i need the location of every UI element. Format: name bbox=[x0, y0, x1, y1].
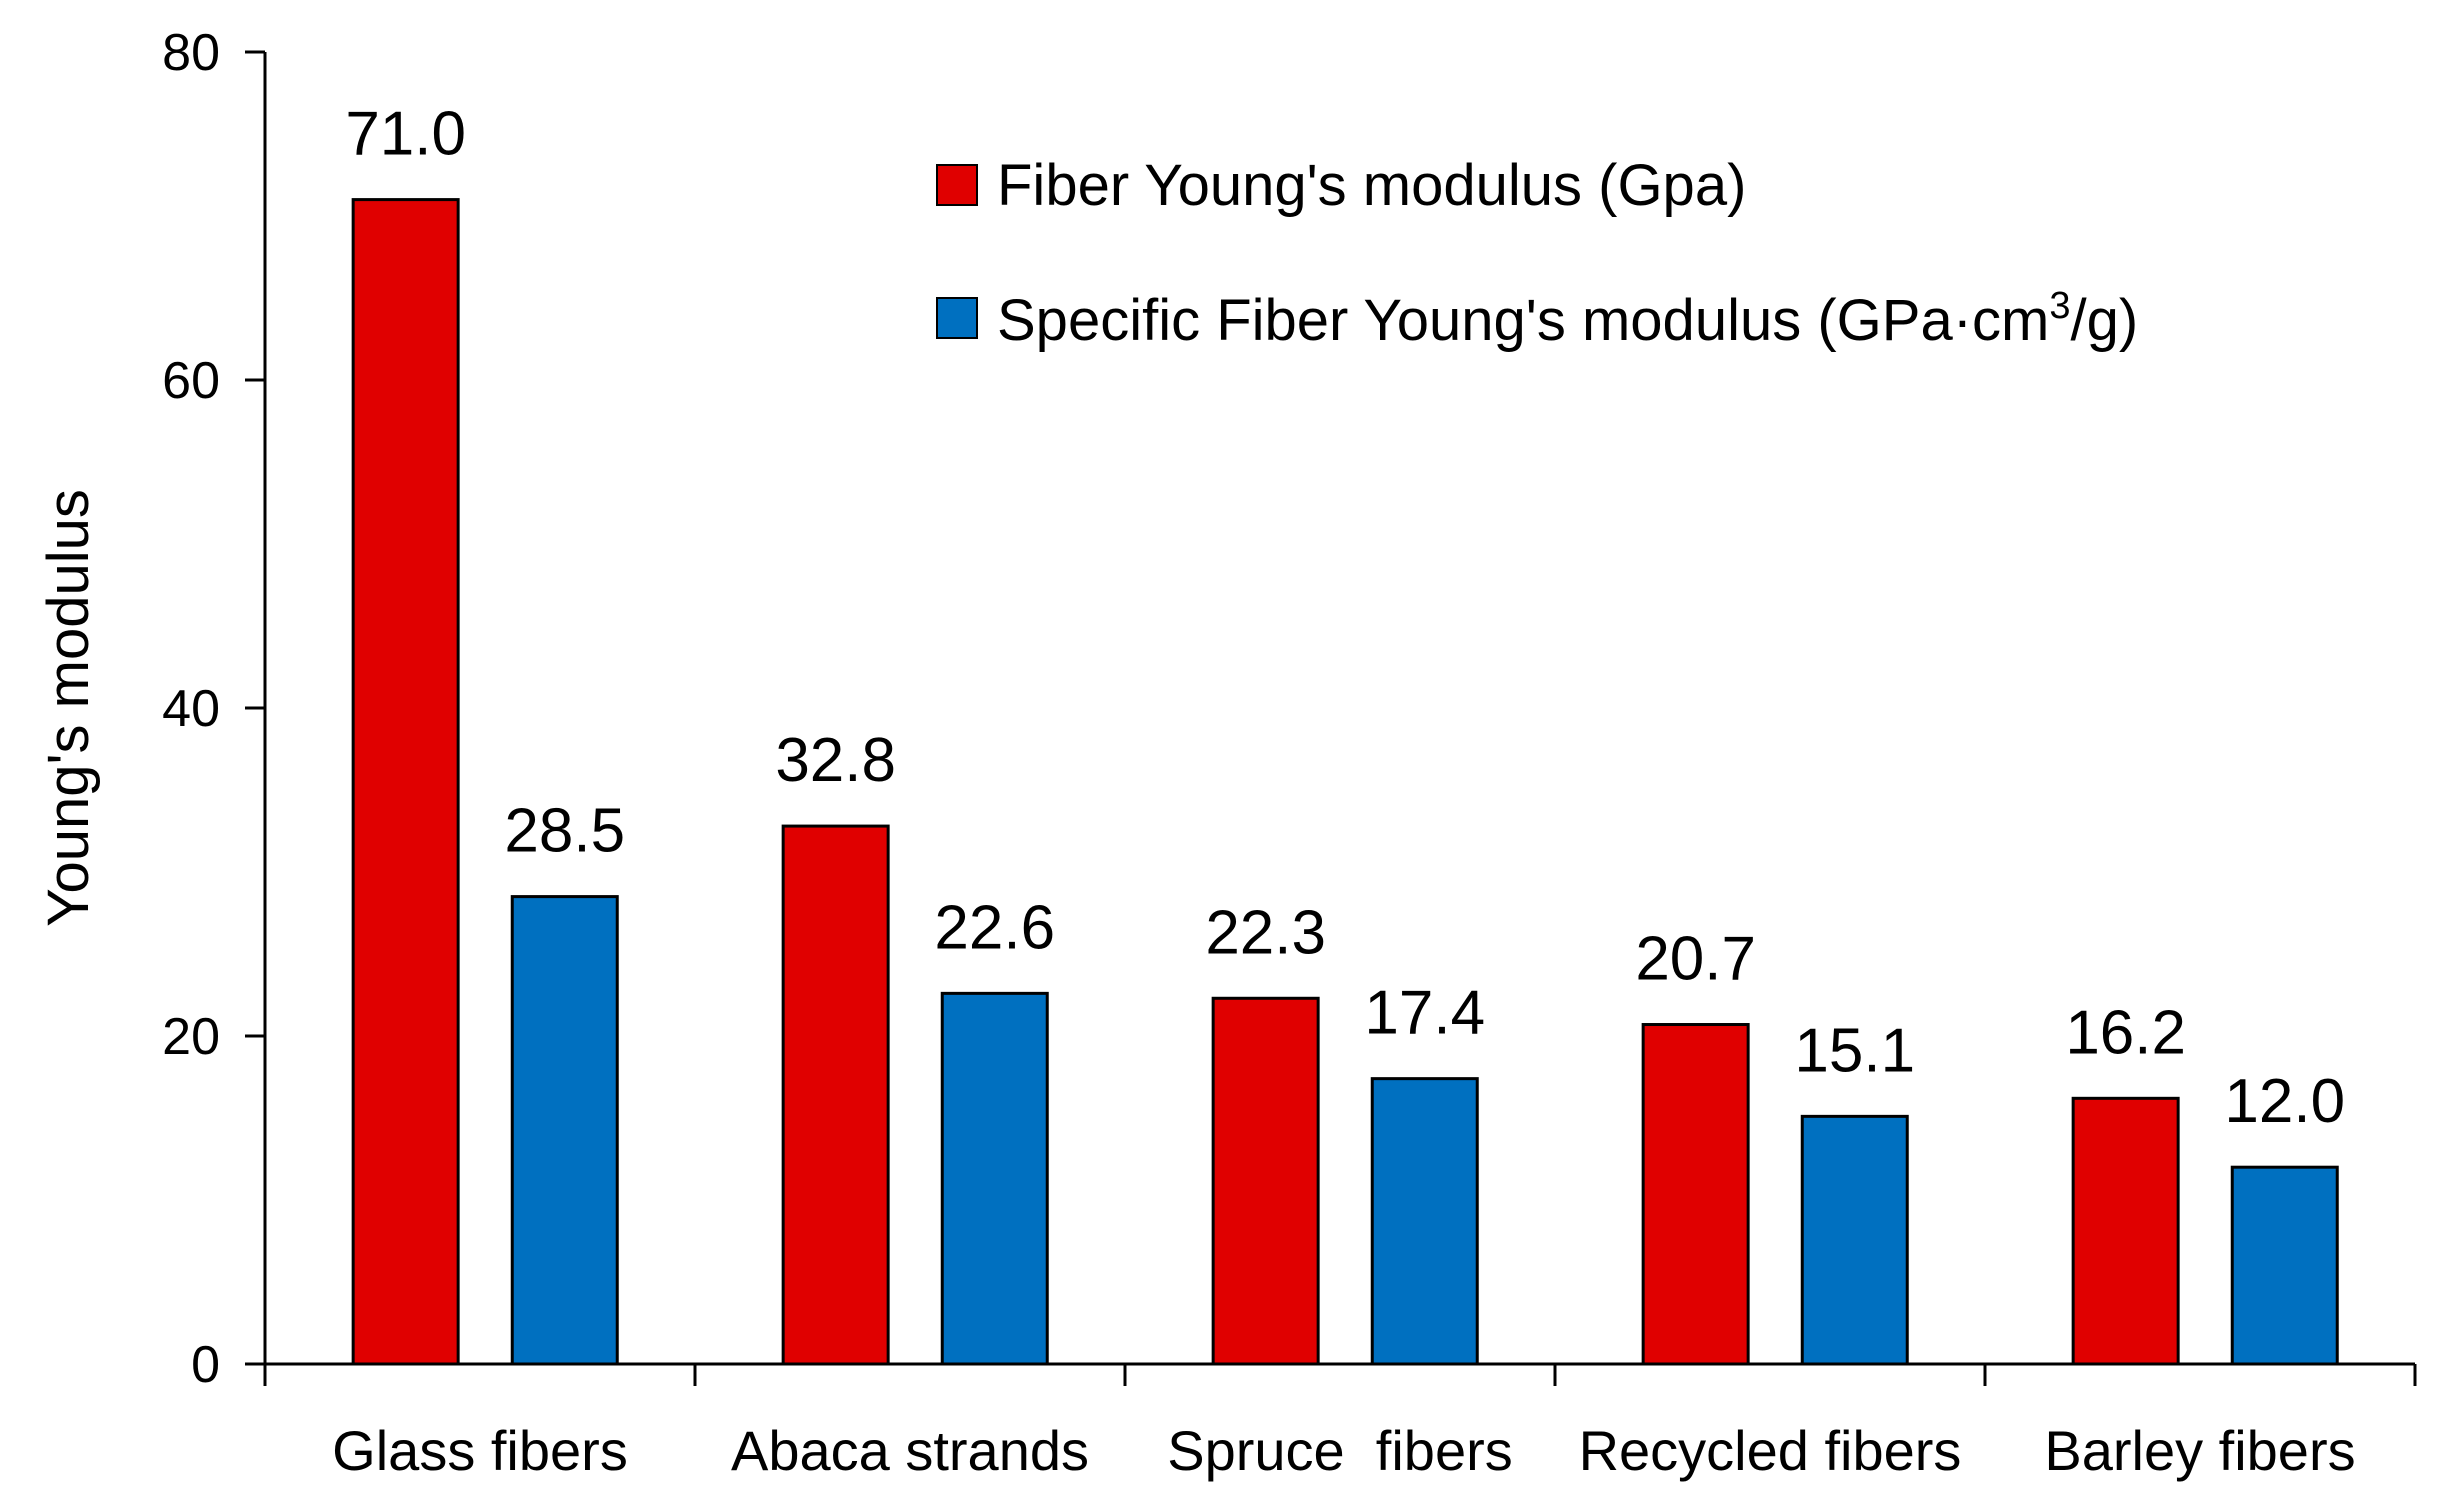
bar-fiber-modulus bbox=[2071, 1096, 2180, 1366]
bar-fiber-modulus bbox=[1211, 996, 1320, 1366]
data-label: 15.1 bbox=[1794, 1016, 1915, 1085]
legend-label-superscript: 3 bbox=[2049, 285, 2070, 327]
data-label: 16.2 bbox=[2065, 998, 2186, 1067]
y-axis-title: Young's modulus bbox=[36, 489, 101, 927]
bar-specific-modulus bbox=[2230, 1165, 2339, 1366]
bar-fiber-modulus bbox=[351, 198, 460, 1366]
y-tick-label: 80 bbox=[162, 24, 220, 82]
y-tick-label: 40 bbox=[162, 680, 220, 738]
legend-label-specific-modulus-tail: /g) bbox=[2070, 288, 2138, 353]
y-tick-label: 0 bbox=[191, 1336, 220, 1394]
labels-layer: 0 20 40 60 80 Glass fibers 71.0 28.5 Abaca stran… bbox=[162, 24, 2355, 1482]
bar-fiber-modulus bbox=[1641, 1023, 1750, 1366]
data-label: 17.4 bbox=[1364, 979, 1485, 1048]
data-label: 28.5 bbox=[504, 797, 625, 866]
legend-label-fiber-modulus: Fiber Young's modulus (Gpa) bbox=[997, 153, 1746, 218]
x-category-label: Barley fibers bbox=[2044, 1419, 2355, 1482]
bar-fiber-modulus bbox=[781, 824, 890, 1366]
x-category-label: Recycled fibers bbox=[1579, 1419, 1962, 1482]
legend-label-specific-modulus-main: Specific Fiber Young's modulus (GPa·cm bbox=[997, 288, 2049, 353]
x-category-label: Spruce fibers bbox=[1167, 1419, 1513, 1482]
data-label: 22.6 bbox=[934, 893, 1055, 962]
x-category-label: Glass fibers bbox=[332, 1419, 628, 1482]
data-label: 12.0 bbox=[2224, 1067, 2345, 1136]
y-tick-label: 20 bbox=[162, 1008, 220, 1066]
bar-specific-modulus bbox=[940, 991, 1049, 1366]
bar-specific-modulus bbox=[510, 895, 619, 1366]
data-label: 71.0 bbox=[345, 100, 466, 169]
axes-layer bbox=[245, 50, 2417, 1386]
legend-swatch-fiber-modulus bbox=[936, 164, 978, 206]
bar-specific-modulus bbox=[1370, 1077, 1479, 1366]
legend-swatch-specific-modulus bbox=[936, 297, 978, 339]
legend-label-specific-modulus: Specific Fiber Young's modulus (GPa·cm3/… bbox=[997, 285, 2138, 353]
data-label: 32.8 bbox=[775, 726, 896, 795]
x-category-label: Abaca strands bbox=[731, 1419, 1089, 1482]
data-label: 22.3 bbox=[1205, 898, 1326, 967]
bars-layer bbox=[351, 198, 2339, 1366]
y-tick-label: 60 bbox=[162, 352, 220, 410]
data-label: 20.7 bbox=[1635, 925, 1756, 994]
legend: Fiber Young's modulus (Gpa) Specific Fib… bbox=[936, 153, 2138, 353]
bar-specific-modulus bbox=[1800, 1114, 1909, 1366]
